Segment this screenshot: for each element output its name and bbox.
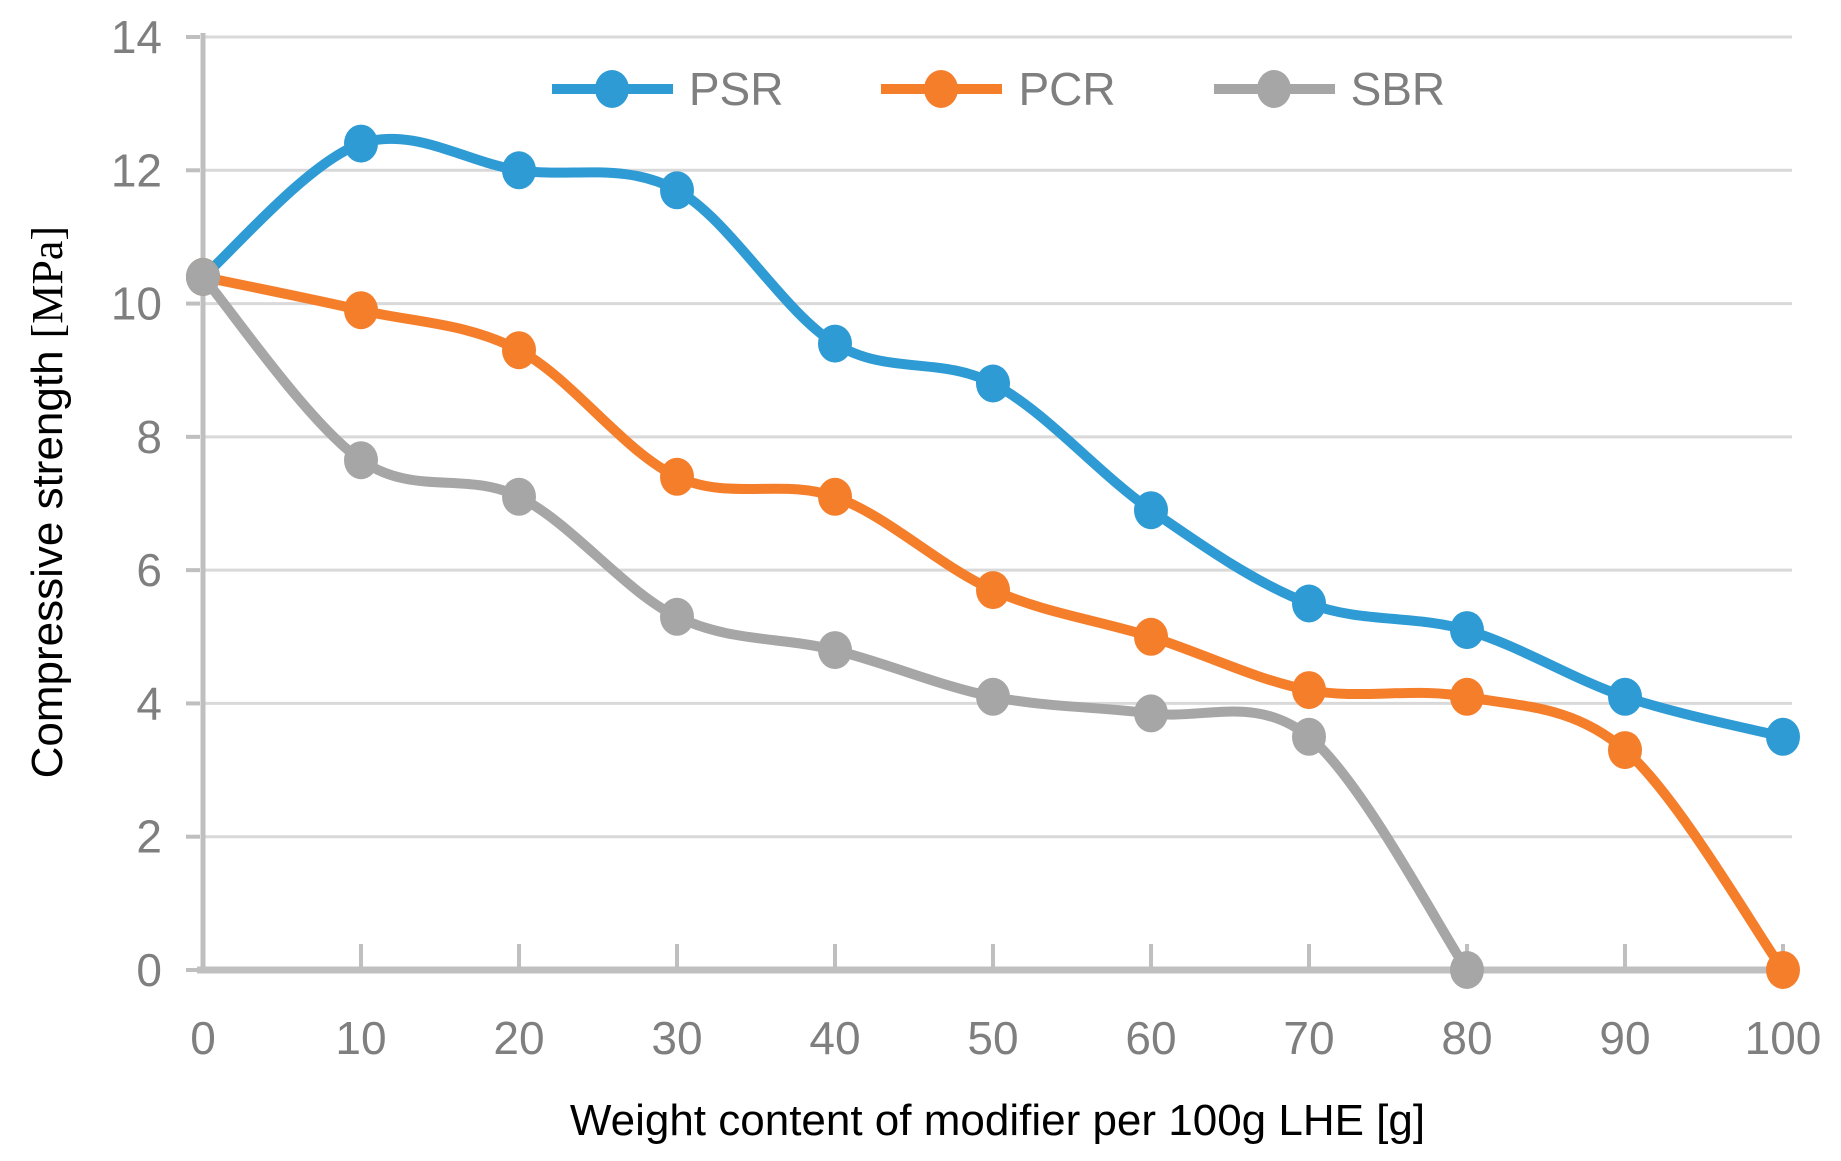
- y-tick-label-8: 8: [136, 411, 162, 463]
- y-tick-label-14: 14: [111, 11, 162, 63]
- data-point-pcr-x10: [344, 291, 378, 330]
- data-point-sbr-x70: [1292, 717, 1326, 756]
- data-point-sbr-x40: [818, 631, 852, 670]
- data-point-sbr-x10: [344, 441, 378, 480]
- y-tick-label-2: 2: [136, 811, 162, 863]
- y-axis-title-box: Compressive strength [MPa]: [14, 0, 80, 1005]
- data-point-pcr-x60: [1134, 617, 1168, 656]
- x-tick-label-40: 40: [809, 1012, 860, 1064]
- data-point-psr-x100: [1766, 717, 1800, 756]
- data-point-pcr-x40: [818, 477, 852, 516]
- x-axis-title: Weight content of modifier per 100g LHE …: [569, 1096, 1426, 1145]
- legend-label-sbr: SBR: [1350, 63, 1446, 115]
- y-axis-title: Compressive strength [MPa]: [22, 226, 73, 778]
- data-point-psr-x90: [1608, 677, 1642, 716]
- data-point-sbr-x0: [186, 257, 220, 296]
- data-point-sbr-x30: [660, 597, 694, 636]
- data-point-psr-x80: [1450, 611, 1484, 650]
- data-point-pcr-x20: [502, 331, 536, 370]
- x-tick-label-10: 10: [335, 1012, 386, 1064]
- x-tick-label-30: 30: [651, 1012, 702, 1064]
- x-tick-label-50: 50: [967, 1012, 1018, 1064]
- data-point-psr-x50: [976, 364, 1010, 403]
- data-point-sbr-x80: [1450, 951, 1484, 989]
- x-tick-label-80: 80: [1441, 1012, 1492, 1064]
- data-point-pcr-x100: [1766, 951, 1800, 989]
- y-tick-label-10: 10: [111, 278, 162, 330]
- x-tick-label-70: 70: [1283, 1012, 1334, 1064]
- legend-item-pcr: PCR: [879, 63, 1116, 115]
- data-point-psr-x60: [1134, 491, 1168, 530]
- data-point-pcr-x50: [976, 571, 1010, 610]
- x-tick-label-20: 20: [493, 1012, 544, 1064]
- legend-line-marker-sbr: [1213, 70, 1335, 108]
- data-point-psr-x30: [660, 171, 694, 210]
- x-tick-label-60: 60: [1125, 1012, 1176, 1064]
- x-tick-label-100: 100: [1745, 1012, 1822, 1064]
- legend-item-sbr: SBR: [1212, 63, 1446, 115]
- series-line-sbr: [198, 271, 1472, 975]
- y-tick-label-12: 12: [111, 144, 162, 196]
- legend-item-psr: PSR: [550, 63, 784, 115]
- data-point-pcr-x80: [1450, 677, 1484, 716]
- legend-label-pcr: PCR: [1018, 63, 1116, 115]
- data-point-psr-x20: [502, 151, 536, 190]
- data-point-pcr-x90: [1608, 731, 1642, 770]
- legend: PSR PCR SBR: [203, 66, 1792, 112]
- data-point-pcr-x30: [660, 457, 694, 496]
- data-point-psr-x70: [1292, 584, 1326, 623]
- data-point-psr-x40: [818, 324, 852, 363]
- x-tick-label-0: 0: [190, 1012, 216, 1064]
- y-axis-unit: [MPa]: [22, 226, 72, 339]
- legend-label-psr: PSR: [688, 63, 784, 115]
- data-point-psr-x10: [344, 124, 378, 163]
- y-tick-label-4: 4: [136, 677, 162, 729]
- data-point-sbr-x20: [502, 477, 536, 516]
- y-tick-label-0: 0: [136, 944, 162, 996]
- legend-line-marker-psr: [551, 70, 673, 108]
- data-point-sbr-x60: [1134, 694, 1168, 733]
- y-axis-title-text: Compressive strength: [22, 350, 72, 779]
- data-point-pcr-x70: [1292, 671, 1326, 710]
- y-tick-label-6: 6: [136, 544, 162, 596]
- legend-line-marker-pcr: [881, 70, 1003, 108]
- data-point-sbr-x50: [976, 677, 1010, 716]
- x-tick-label-90: 90: [1599, 1012, 1650, 1064]
